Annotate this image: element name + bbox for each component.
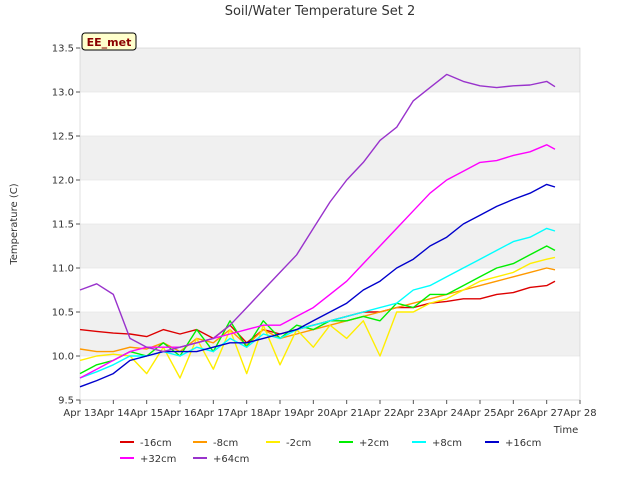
legend-label: -2cm bbox=[286, 438, 311, 449]
y-axis: 9.5 10.0 10.5 11.0 11.5 12.0 12.5 13.0 13.5 bbox=[52, 44, 80, 407]
grid-band bbox=[80, 356, 580, 400]
station-badge: EE_met bbox=[81, 32, 137, 51]
x-tick-label: Apr 24 bbox=[430, 408, 463, 419]
station-badge-label: EE_met bbox=[87, 36, 132, 49]
x-tick-label: Apr 19 bbox=[263, 408, 296, 419]
series-layer bbox=[79, 73, 556, 388]
y-tick-label: 12.0 bbox=[52, 176, 74, 187]
y-tick-label: 13.5 bbox=[52, 44, 74, 55]
grid-band bbox=[80, 48, 580, 92]
grid-band bbox=[80, 268, 580, 312]
series-line-64cm bbox=[79, 73, 556, 353]
grid-band bbox=[80, 224, 580, 268]
y-tick-label: 9.5 bbox=[58, 396, 74, 407]
y-tick-label: 11.5 bbox=[52, 220, 74, 231]
legend: -16cm -8cm -2cm +2cm +8cm +16cm +32cm +64cm bbox=[120, 438, 541, 465]
y-tick-label: 10.0 bbox=[52, 352, 74, 363]
y-tick-label: 12.5 bbox=[52, 132, 74, 143]
x-tick-label: Apr 17 bbox=[197, 408, 230, 419]
chart-title: Soil/Water Temperature Set 2 bbox=[225, 4, 416, 19]
legend-label: +2cm bbox=[359, 438, 389, 449]
legend-label: +8cm bbox=[432, 438, 462, 449]
series-line-16cm bbox=[79, 183, 556, 388]
series-line-2cm bbox=[79, 256, 556, 379]
series-line-8cm bbox=[79, 267, 556, 353]
x-tick-label: Apr 28 bbox=[563, 408, 596, 419]
y-tick-label: 11.0 bbox=[52, 264, 74, 275]
x-tick-label: Apr 26 bbox=[497, 408, 530, 419]
x-tick-label: Apr 23 bbox=[397, 408, 430, 419]
x-axis: Apr 13 Apr 14 Apr 15 Apr 16 Apr 17 Apr 18 Apr … bbox=[63, 400, 597, 419]
x-tick-label: Apr 15 bbox=[130, 408, 163, 419]
x-tick-label: Apr 18 bbox=[230, 408, 263, 419]
grid-band bbox=[80, 136, 580, 180]
x-tick-label: Apr 16 bbox=[163, 408, 196, 419]
legend-label: +16cm bbox=[505, 438, 541, 449]
legend-label: -16cm bbox=[140, 438, 172, 449]
y-tick-label: 10.5 bbox=[52, 308, 74, 319]
x-tick-label: Apr 25 bbox=[463, 408, 496, 419]
legend-label: +32cm bbox=[140, 454, 176, 465]
series-line-2cm bbox=[79, 245, 556, 375]
legend-label: +64cm bbox=[213, 454, 249, 465]
x-tick-label: Apr 13 bbox=[63, 408, 96, 419]
station-badge-box bbox=[81, 32, 137, 51]
x-tick-label: Apr 27 bbox=[530, 408, 563, 419]
x-tick-label: Apr 22 bbox=[363, 408, 396, 419]
y-tick-label: 13.0 bbox=[52, 88, 74, 99]
x-tick-label: Apr 14 bbox=[97, 408, 130, 419]
x-axis-label: Time bbox=[553, 425, 578, 436]
legend-label: -8cm bbox=[213, 438, 238, 449]
x-tick-label: Apr 21 bbox=[330, 408, 363, 419]
series-line-32cm bbox=[79, 144, 556, 379]
y-axis-label: Temperature (C) bbox=[9, 183, 20, 265]
x-tick-label: Apr 20 bbox=[297, 408, 330, 419]
grid-band bbox=[80, 92, 580, 136]
